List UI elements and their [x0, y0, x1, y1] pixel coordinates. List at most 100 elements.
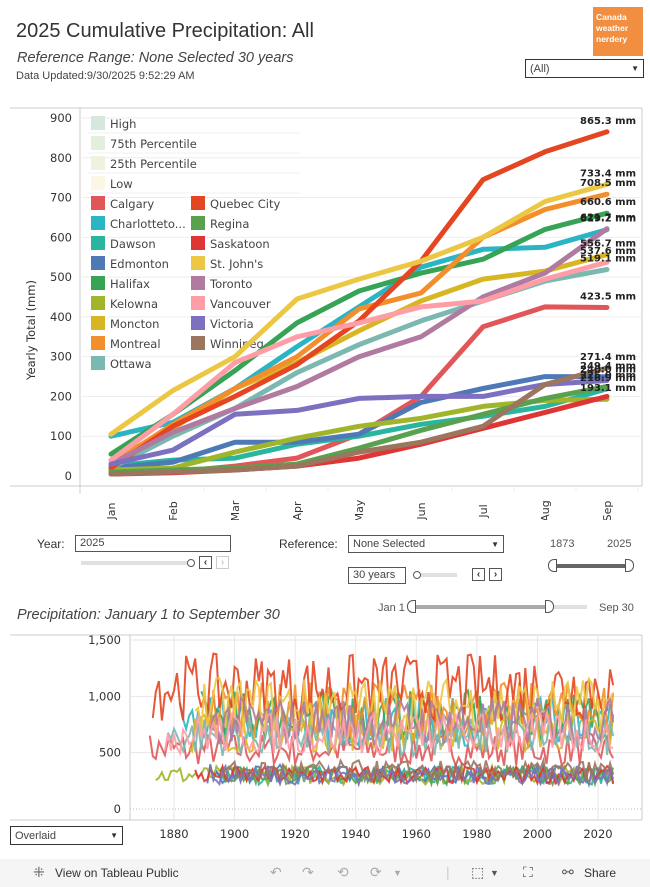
year-next-button[interactable]: ›: [216, 556, 229, 569]
legend-label: Toronto: [209, 277, 252, 291]
legend-swatch: [191, 316, 205, 330]
undo-icon[interactable]: ↶: [270, 864, 282, 880]
legend-label: Vancouver: [210, 297, 271, 311]
share-button[interactable]: Share: [584, 866, 617, 880]
date-range-fill: [413, 605, 548, 609]
date-end-handle[interactable]: [545, 600, 554, 613]
years-input[interactable]: 30 years: [348, 567, 406, 584]
fullscreen-icon[interactable]: ⛶: [523, 864, 533, 880]
series-line-winnipeg: [108, 365, 610, 477]
end-value-label: 865.3 mm: [580, 116, 636, 127]
legend-label: Low: [110, 177, 133, 191]
chevron-down-icon: ▼: [491, 539, 499, 549]
years-slider-handle[interactable]: [413, 571, 421, 579]
legend-swatch: [91, 176, 105, 190]
x-tick-label: Sep: [601, 501, 614, 520]
series-line-vancouver: [108, 259, 610, 463]
end-value-label: 660.6 mm: [580, 197, 636, 208]
legend-swatch: [91, 296, 105, 310]
logo-line: Canada: [596, 12, 627, 22]
legend-label: Calgary: [110, 197, 154, 211]
legend-label: St. John's: [210, 257, 263, 271]
y-tick-label: 100: [50, 429, 72, 443]
legend-label: Victoria: [210, 317, 254, 331]
y-tick-label: 0: [114, 802, 121, 816]
tableau-toolbar: ⁜ View on Tableau Public ↶ ↷ ⟲ ⟳ ▼ | ⬚ ▼…: [0, 859, 650, 887]
end-value-label: 519.1 mm: [580, 254, 636, 265]
year-slider[interactable]: [81, 561, 189, 565]
share-icon[interactable]: ⚯: [562, 864, 574, 880]
legend-label: Kelowna: [110, 297, 158, 311]
legend-label: Montreal: [110, 337, 161, 351]
y-tick-label: 0: [65, 469, 72, 483]
history-line: [200, 687, 615, 745]
city-filter-select[interactable]: (All) ▼: [525, 59, 644, 78]
reference-value: None Selected: [353, 538, 426, 550]
end-value-label: 193.1 mm: [580, 383, 636, 394]
year-prev-button[interactable]: ‹: [199, 556, 212, 569]
reference-subtitle: Reference Range: None Selected 30 years: [17, 50, 294, 66]
series-line-victoria: [108, 378, 610, 467]
end-value-label: 537.6 mm: [580, 246, 636, 257]
legend-swatch: [191, 336, 205, 350]
legend-label: Quebec City: [210, 197, 281, 211]
y-tick-label: 600: [50, 230, 72, 244]
year-range-start-handle[interactable]: [548, 559, 557, 572]
legend-swatch: [91, 316, 105, 330]
legend-swatch: [91, 116, 105, 130]
refresh-icon[interactable]: ⟳: [370, 864, 382, 880]
series-line-edmonton: [108, 374, 610, 471]
series-line-toronto: [108, 226, 610, 467]
y-tick-label: 500: [99, 746, 121, 760]
legend-label: Saskatoon: [210, 237, 270, 251]
end-value-label: 423.5 mm: [580, 292, 636, 303]
reference-next-button[interactable]: ›: [489, 568, 502, 581]
year-input[interactable]: 2025: [75, 535, 231, 552]
legend-swatch: [91, 236, 105, 250]
date-start-handle[interactable]: [407, 600, 416, 613]
end-value-label: 240.0 mm: [580, 365, 636, 376]
year-range-slider[interactable]: [553, 564, 629, 568]
x-tick-label: Aug: [539, 500, 552, 520]
view-on-tableau-link[interactable]: View on Tableau Public: [55, 866, 179, 880]
x-tick-label: 2000: [523, 827, 552, 841]
end-value-label: 556.7 mm: [580, 239, 636, 250]
history-line: [163, 710, 614, 757]
view-mode-value: Overlaid: [15, 829, 56, 842]
reference-prev-button[interactable]: ‹: [472, 568, 485, 581]
legend-swatch: [191, 276, 205, 290]
redo-icon[interactable]: ↷: [302, 864, 314, 880]
x-tick-label: Jul: [477, 504, 490, 518]
x-tick-label: 1920: [281, 827, 310, 841]
y-tick-label: 300: [50, 350, 72, 364]
year-range-end-handle[interactable]: [625, 559, 634, 572]
download-icon[interactable]: ⬚: [471, 864, 485, 880]
year-label: Year:: [37, 537, 65, 551]
y-tick-label: 800: [50, 151, 72, 165]
y-tick-label: 400: [50, 310, 72, 324]
history-precip-chart: 0 500 1,000 1,500 1880 1900 1920 1940 1960 1980 20…: [10, 633, 643, 841]
legend-label: Regina: [210, 217, 249, 231]
x-tick-label: 1960: [402, 827, 431, 841]
page-title: 2025 Cumulative Precipitation: All: [16, 20, 314, 42]
logo[interactable]: Canada weather nerdery: [593, 7, 643, 56]
years-slider[interactable]: [415, 573, 457, 577]
chevron-down-icon[interactable]: ▼: [393, 868, 402, 878]
reference-select[interactable]: None Selected ▼: [348, 535, 504, 553]
year-slider-handle[interactable]: [187, 559, 195, 567]
chevron-down-icon[interactable]: ▼: [490, 868, 499, 878]
end-value-label: 218.9 mm: [580, 373, 636, 384]
legend-swatch: [91, 256, 105, 270]
cumulative-precip-chart: High 75th Percentile 25th Percentile Low Cal…: [10, 107, 643, 520]
y-tick-label: 900: [50, 111, 72, 125]
revert-icon[interactable]: ⟲: [337, 864, 349, 880]
x-tick-label: 1900: [220, 827, 249, 841]
y-tick-label: 1,000: [88, 689, 121, 703]
legend-swatch: [91, 216, 105, 230]
legend-swatch: [191, 296, 205, 310]
legend-label: Moncton: [110, 317, 159, 331]
legend-label: High: [110, 117, 136, 131]
view-mode-select[interactable]: Overlaid ▼: [10, 826, 123, 845]
x-tick-label: Jan: [105, 502, 118, 520]
history-line: [166, 712, 615, 759]
